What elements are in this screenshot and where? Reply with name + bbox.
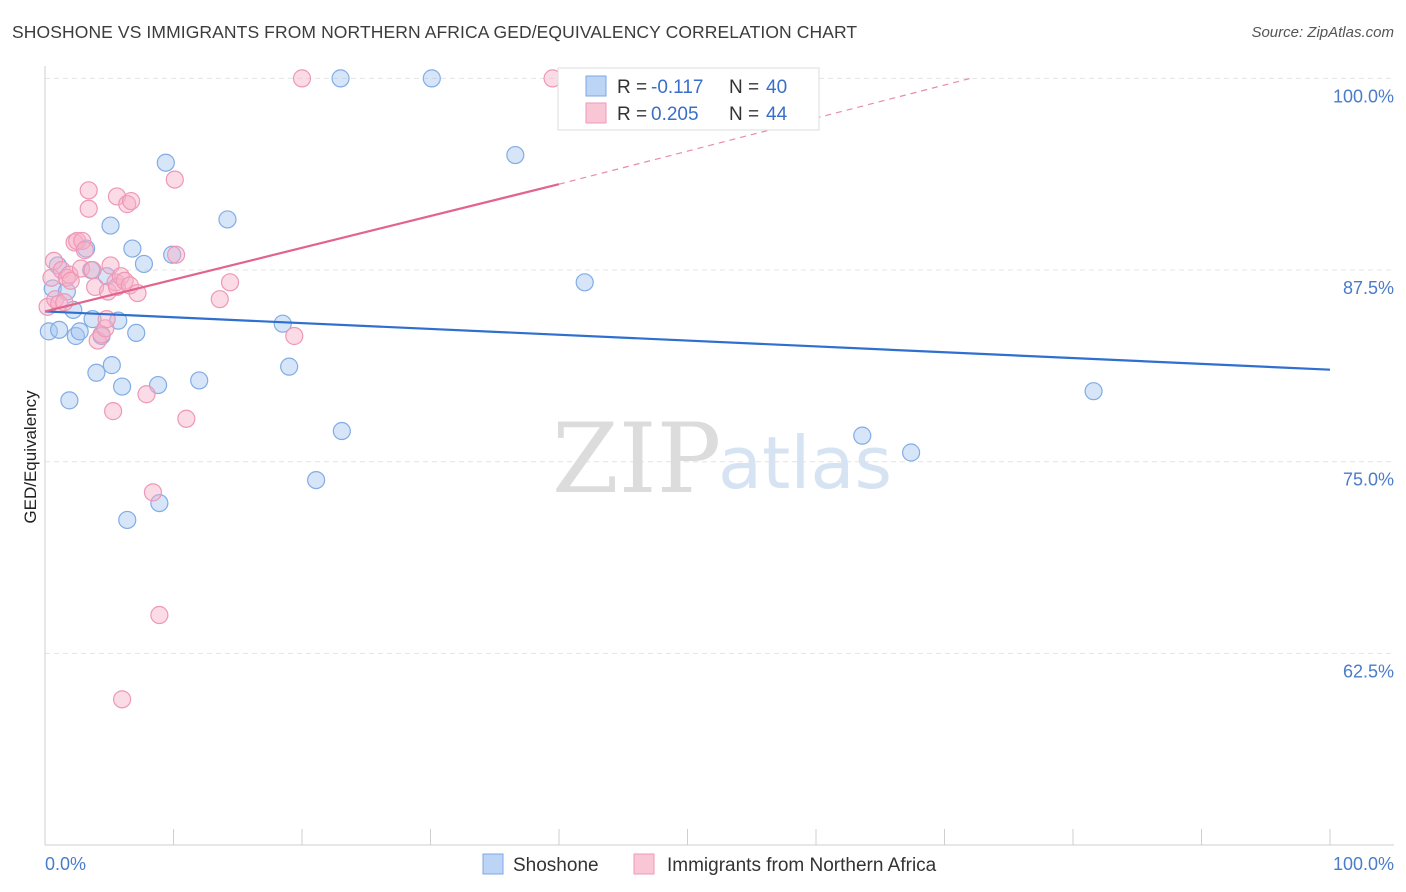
shoshone-point-15	[101, 216, 120, 235]
x-tick-label-max: 100.0%	[1333, 854, 1394, 874]
legend-n-value-immigrants: 44	[766, 104, 788, 125]
immigrants-point-28	[107, 187, 127, 206]
immigrants-point-17	[83, 260, 102, 280]
immigrants-point-36	[143, 483, 163, 502]
y-tick-label-0: 100.0%	[1333, 86, 1394, 106]
y-tick-label-2: 75.0%	[1343, 470, 1394, 490]
shoshone-point-19	[118, 510, 137, 530]
shoshone-point-38	[901, 443, 921, 462]
immigrants-point-38	[165, 170, 184, 189]
shoshone-point-5	[60, 391, 79, 410]
x-tick-labels: 0.0% 100.0%	[45, 854, 1394, 874]
shoshone-point-30	[280, 357, 299, 376]
shoshone-point-21	[127, 323, 146, 343]
series-legend: Shoshone Immigrants from Northern Africa	[482, 853, 937, 876]
shoshone-point-31	[307, 470, 326, 490]
immigrants-point-25	[104, 402, 123, 421]
y-tick-label-3: 62.5%	[1343, 661, 1394, 681]
watermark: ZIP atlas	[552, 403, 892, 515]
shoshone-point-20	[123, 239, 142, 258]
shoshone-point-29	[273, 314, 292, 333]
shoshone-point-34	[422, 69, 441, 88]
watermark-zip: ZIP	[552, 403, 721, 515]
x-tick-label-min: 0.0%	[45, 854, 86, 874]
immigrants-point-2	[44, 251, 64, 270]
immigrants-point-46	[112, 690, 132, 709]
trend-lines	[44, 77, 1331, 371]
shoshone-point-16	[102, 356, 121, 375]
immigrants-point-42	[220, 273, 240, 292]
shoshone-point-25	[156, 153, 175, 172]
immigrants-point-37	[150, 605, 169, 625]
immigrants-point-9	[61, 271, 80, 290]
legend-n-label-immigrants: N =	[729, 104, 759, 125]
immigrants-trend-line	[44, 183, 560, 313]
shoshone-point-18	[112, 377, 132, 396]
immigrants-point-8	[60, 265, 79, 284]
data-points	[38, 69, 1103, 709]
legend-r-value-immigrants: 0.205	[651, 104, 699, 125]
legend-n-value-shoshone: 40	[766, 77, 787, 98]
shoshone-point-32	[331, 69, 350, 88]
shoshone-trend-line	[44, 310, 1331, 371]
shoshone-point-35	[506, 145, 525, 165]
shoshone-point-12	[87, 363, 106, 382]
immigrants-point-16	[79, 199, 98, 218]
series-legend-label-immigrants: Immigrants from Northern Africa	[667, 855, 937, 876]
source-note: Source: ZipAtlas.com	[1251, 24, 1394, 41]
immigrants-point-11	[68, 231, 87, 251]
shoshone-point-27	[190, 371, 209, 390]
shoshone-point-3	[50, 320, 69, 339]
shoshone-point-36	[575, 273, 594, 292]
shoshone-point-33	[332, 421, 351, 441]
series-legend-swatch-shoshone	[482, 853, 504, 875]
shoshone-point-39	[1084, 382, 1103, 401]
y-tick-label-1: 87.5%	[1343, 278, 1394, 298]
immigrants-point-39	[166, 245, 186, 264]
y-tick-labels: 100.0% 87.5% 75.0% 62.5%	[1333, 86, 1394, 681]
watermark-atlas: atlas	[718, 421, 892, 505]
series-legend-label-shoshone: Shoshone	[513, 855, 599, 876]
immigrants-point-12	[71, 259, 91, 278]
legend-r-value-shoshone: -0.117	[651, 77, 703, 98]
immigrants-trend-extension	[558, 77, 971, 185]
y-axis-label: GED/Equivalency	[21, 390, 40, 524]
shoshone-point-8	[70, 322, 89, 341]
immigrants-point-15	[79, 181, 98, 200]
series-legend-swatch-immigrants	[633, 853, 655, 875]
immigrants-point-35	[137, 385, 156, 404]
chart-title: SHOSHONE VS IMMIGRANTS FROM NORTHERN AFR…	[12, 22, 858, 42]
legend-r-label-shoshone: R =	[617, 77, 647, 98]
shoshone-point-26	[163, 245, 182, 264]
legend-r-label-immigrants: R =	[617, 104, 647, 125]
axes	[44, 66, 1394, 846]
immigrants-point-44	[292, 69, 312, 88]
immigrants-point-14	[75, 241, 94, 260]
shoshone-point-28	[218, 210, 237, 229]
immigrants-point-41	[210, 290, 229, 309]
immigrants-point-40	[177, 409, 196, 428]
legend-swatch-shoshone	[585, 75, 607, 97]
legend-swatch-immigrants	[585, 102, 607, 124]
immigrants-point-43	[285, 326, 304, 346]
grid-lines	[45, 77, 1394, 654]
immigrants-point-21	[96, 319, 115, 338]
immigrants-point-33	[121, 191, 141, 211]
shoshone-point-22	[134, 254, 154, 274]
legend-n-label-shoshone: N =	[729, 77, 759, 98]
shoshone-point-24	[150, 493, 169, 513]
shoshone-point-37	[853, 426, 872, 445]
correlation-legend: R = -0.117 N = 40 R = 0.205 N = 44	[557, 67, 820, 131]
